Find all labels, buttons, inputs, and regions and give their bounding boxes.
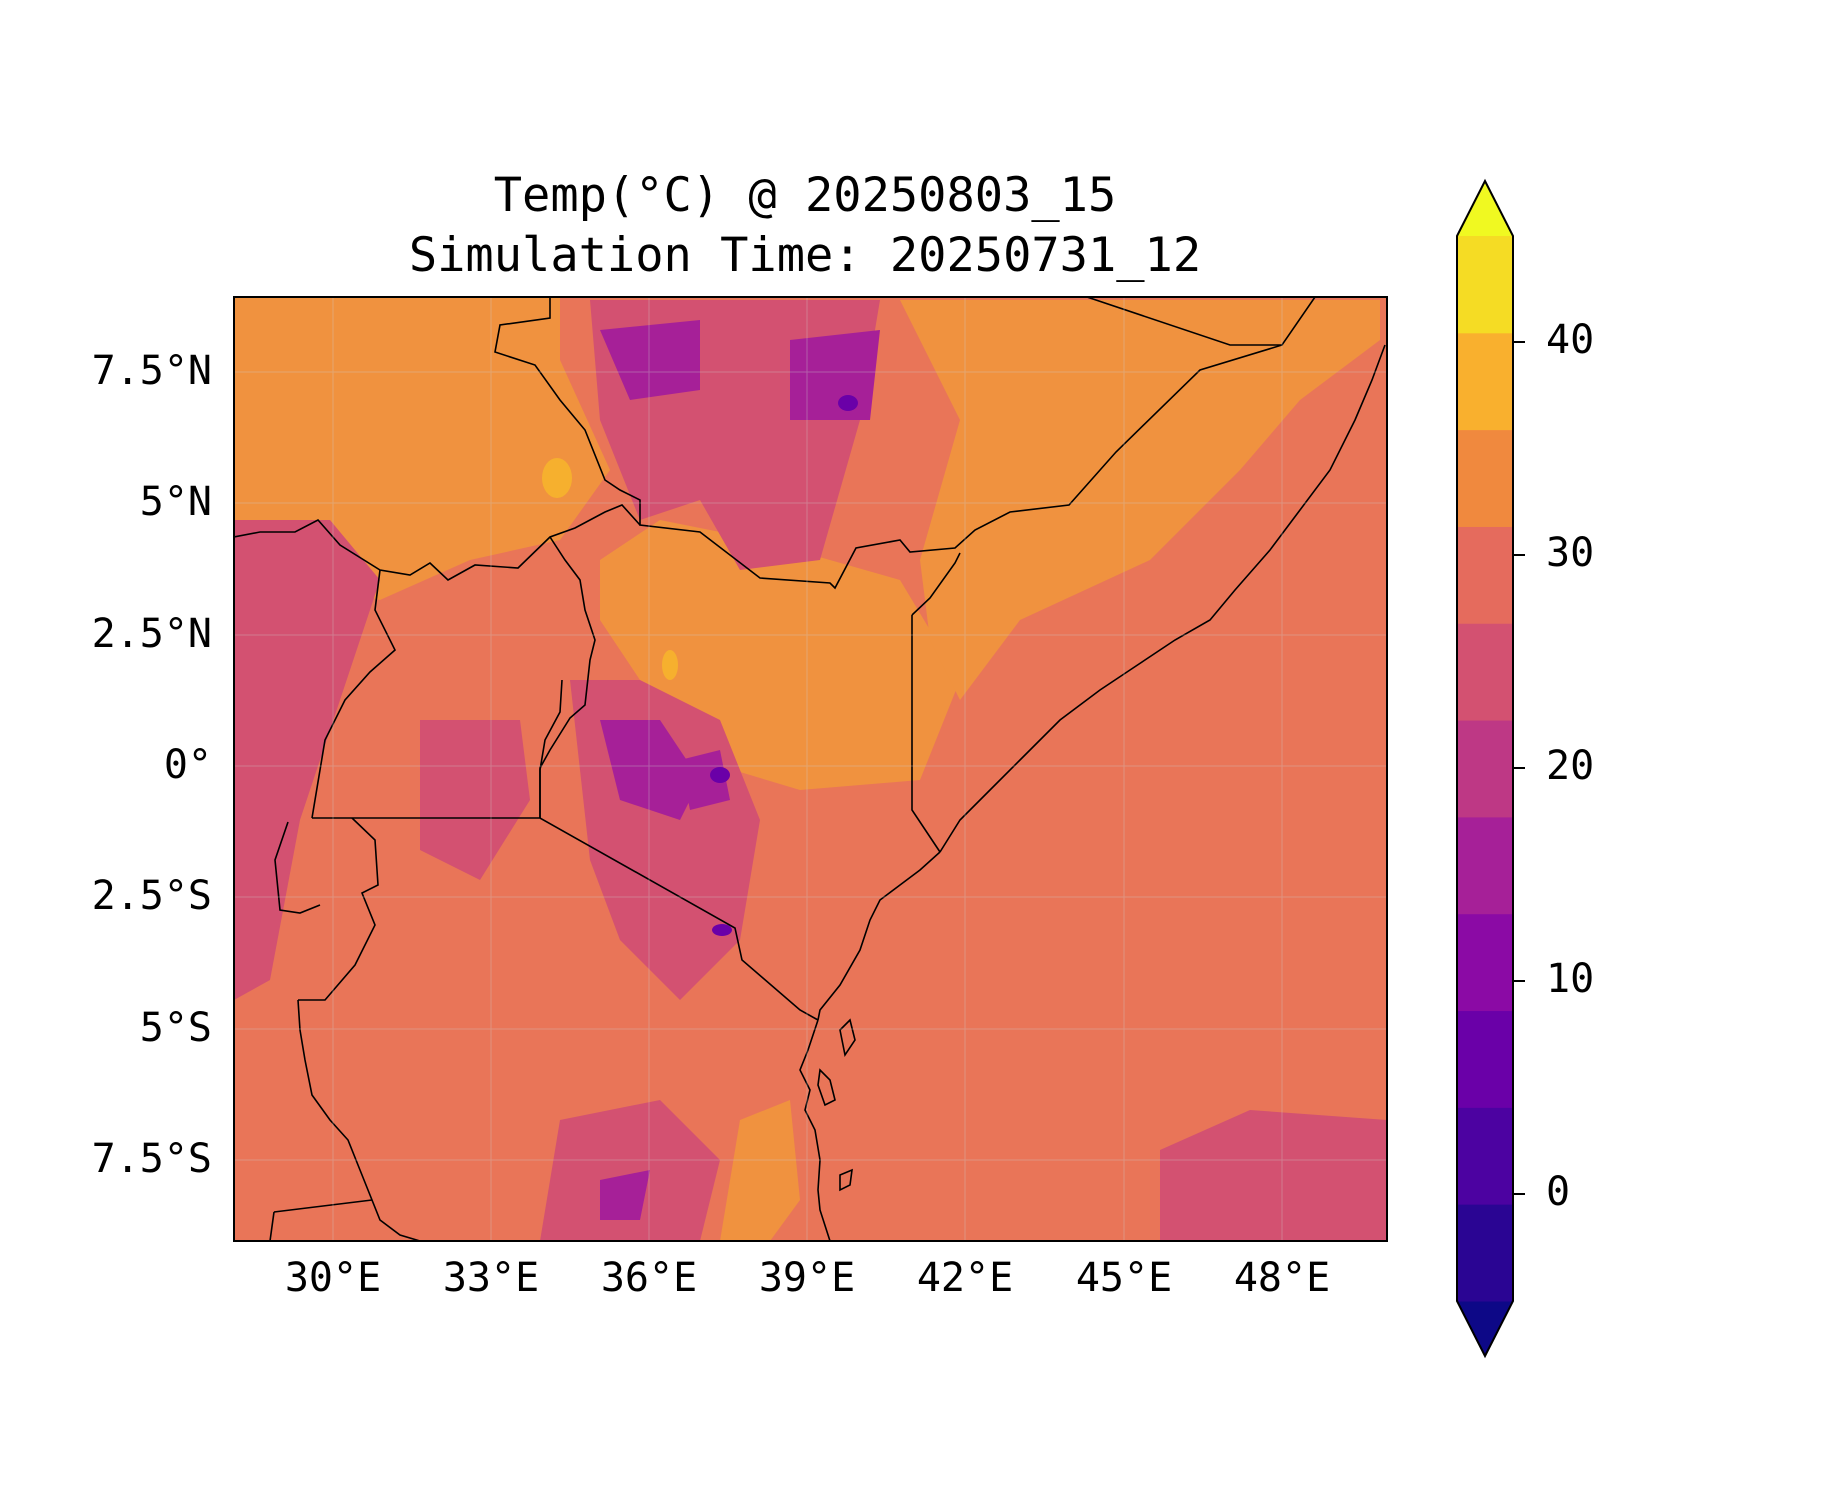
plot-title-line-2: Simulation Time: 20250731_12: [408, 228, 1202, 283]
gridlines: [234, 297, 1387, 1241]
field-peak-3: [662, 650, 678, 680]
lon-tick-label: 48°E: [1233, 1255, 1331, 1301]
colorbar-outline: [1456, 178, 1514, 1359]
colorbar-segment: [1457, 236, 1513, 334]
colorbar-tick-label: 0: [1546, 1169, 1571, 1215]
field-cool-west: [234, 520, 380, 1000]
colorbar: [1456, 178, 1525, 1359]
colorbar-extend-over: [1457, 181, 1513, 236]
lat-tick-label: 2.5°N: [91, 611, 212, 657]
lat-tick-label: 2.5°S: [91, 873, 212, 919]
field-hot-south: [720, 1100, 800, 1241]
lat-tick-label: 5°S: [139, 1005, 212, 1051]
colorbar-segment: [1457, 1010, 1513, 1108]
colorbar-segment: [1457, 720, 1513, 818]
lon-tick-label: 33°E: [442, 1255, 540, 1301]
lon-tick-label: 45°E: [1075, 1255, 1173, 1301]
temperature-field: [234, 297, 1387, 1241]
field-cold-core-3: [600, 720, 700, 820]
colorbar-extend-under: [1457, 1301, 1513, 1356]
plot-title-line-1: Temp(°C) @ 20250803_15: [493, 168, 1117, 223]
field-cold-core-6: [838, 395, 858, 411]
colorbar-segment: [1457, 623, 1513, 721]
field-cold-core-8: [712, 924, 732, 936]
field-cold-core-1: [600, 320, 700, 400]
field-cool-southeast: [1160, 1110, 1387, 1241]
colorbar-segment: [1457, 816, 1513, 915]
field-cool-lake-region: [420, 720, 530, 880]
colorbar-tick-label: 20: [1546, 743, 1595, 789]
lat-tick-label: 7.5°S: [91, 1136, 212, 1182]
lon-tick-label: 42°E: [916, 1255, 1014, 1301]
lon-tick-label: 36°E: [600, 1255, 698, 1301]
field-peak-1: [542, 458, 572, 498]
lat-tick-label: 7.5°N: [91, 348, 212, 394]
colorbar-tick-label: 40: [1546, 317, 1595, 363]
lat-tick-label: 0°: [163, 742, 212, 788]
field-cold-core-5: [600, 1170, 650, 1220]
field-cold-core-4: [680, 750, 730, 810]
colorbar-segment: [1457, 1204, 1513, 1302]
colorbar-segment: [1457, 913, 1513, 1012]
field-cold-core-7: [710, 767, 730, 783]
colorbar-tick-label: 30: [1546, 530, 1595, 576]
lat-tick-label: 5°N: [139, 479, 212, 525]
lon-tick-label: 39°E: [758, 1255, 856, 1301]
lon-tick-label: 30°E: [284, 1255, 382, 1301]
field-cold-core-2: [790, 330, 880, 420]
country-borders: [234, 297, 1386, 1241]
field-cool-south: [540, 1100, 720, 1241]
colorbar-segment: [1457, 429, 1513, 527]
colorbar-segment: [1457, 526, 1513, 624]
colorbar-segment: [1457, 1107, 1513, 1205]
colorbar-tick-label: 10: [1546, 956, 1595, 1002]
field-hot-northeast: [900, 300, 1380, 700]
map-frame: [233, 296, 1388, 1242]
colorbar-segment: [1457, 332, 1513, 431]
